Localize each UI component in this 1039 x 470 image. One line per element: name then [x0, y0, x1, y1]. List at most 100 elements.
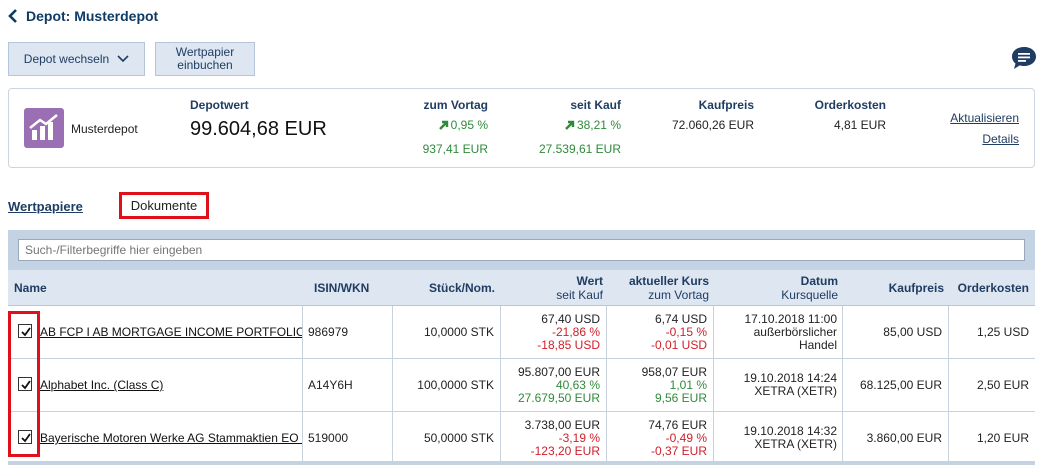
vortag-abs: 937,41 EUR [422, 142, 488, 156]
security-name-link[interactable]: Alphabet Inc. (Class C) [40, 378, 164, 392]
depotwert-value: 99.604,68 EUR [190, 118, 327, 140]
datum-cell: 19.10.2018 14:32 XETRA (XETR) [714, 412, 843, 464]
depot-switch-label: Depot wechseln [23, 52, 110, 66]
kursquelle-value: XETRA (XETR) [754, 384, 837, 398]
wert-abs: 27.679,50 EUR [517, 390, 600, 405]
col-name[interactable]: Name [14, 281, 47, 295]
checkmark-icon [21, 380, 31, 390]
chevron-left-icon [8, 9, 17, 23]
table-row: Bayerische Motoren Werke AG Stammaktien … [8, 412, 1035, 465]
col-stueck[interactable]: Stück/Nom. [428, 281, 495, 295]
col-datum-label: Datum [800, 274, 838, 288]
col-kaufpreis[interactable]: Kaufpreis [888, 281, 944, 295]
isin-cell: 519000 [303, 412, 393, 464]
book-security-button[interactable]: Wertpapier einbuchen [155, 42, 255, 76]
col-datum[interactable]: Datum Kursquelle [728, 274, 838, 302]
arrow-up-right-icon [565, 120, 575, 130]
stueck-cell: 50,0000 STK [393, 412, 501, 464]
datum-value: 17.10.2018 11:00 [744, 311, 837, 326]
depot-logo-icon [24, 108, 64, 148]
wert-value: 67,40 USD [541, 311, 600, 326]
kurs-cell: 74,76 EUR -0,49 % -0,37 EUR [607, 412, 714, 464]
kurs-pct: -0,49 % [665, 430, 707, 445]
kaufpreis-cell: 68.125,00 EUR [843, 359, 949, 411]
depot-switch-button[interactable]: Depot wechseln [8, 42, 145, 76]
vortag-pct: 0,95 % [388, 118, 488, 132]
row-checkbox[interactable] [18, 377, 32, 391]
page-title: Depot: Musterdepot [26, 8, 159, 24]
vortag-pct-value: 0,95 % [450, 118, 488, 132]
kurs-value: 74,76 EUR [648, 417, 707, 432]
col-wert[interactable]: Wert seit Kauf [502, 274, 603, 302]
security-name-link[interactable]: AB FCP I AB MORTGAGE INCOME PORTFOLIO [40, 325, 302, 339]
col-kurs[interactable]: aktueller Kurs zum Vortag [608, 274, 709, 302]
col-wert-sub: seit Kauf [556, 288, 603, 302]
orderkosten-cell: 1,20 EUR [976, 430, 1029, 445]
tab-documents-label: Dokumente [130, 198, 198, 213]
details-link[interactable]: Details [982, 132, 1019, 146]
kurs-value: 6,74 USD [654, 311, 707, 326]
kurs-pct: 1,01 % [669, 377, 707, 392]
security-name-link[interactable]: Bayerische Motoren Werke AG Stammaktien … [40, 431, 302, 445]
seitkauf-pct-value: 38,21 % [576, 118, 621, 132]
tab-documents[interactable]: Dokumente [119, 192, 209, 219]
wert-value: 3.738,00 EUR [524, 417, 600, 432]
kurs-cell: 958,07 EUR 1,01 % 9,56 EUR [607, 359, 714, 411]
wert-pct: -21,86 % [551, 324, 600, 339]
chat-icon[interactable] [1011, 46, 1037, 70]
wert-pct: -3,19 % [558, 430, 600, 445]
seitkauf-label: seit Kauf [570, 98, 621, 112]
stueck-cell: 100,0000 STK [393, 359, 501, 411]
datum-value: 19.10.2018 14:32 [743, 424, 837, 438]
isin-cell: A14Y6H [303, 359, 393, 411]
depot-name: Musterdepot [71, 122, 138, 136]
seitkauf-abs: 27.539,61 EUR [538, 142, 621, 156]
orderkosten-value: 4,81 EUR [833, 118, 886, 132]
refresh-link[interactable]: Aktualisieren [950, 111, 1019, 125]
checkmark-icon [21, 433, 31, 443]
chevron-down-icon [117, 55, 129, 63]
col-wert-label: Wert [576, 274, 603, 288]
row-checkbox[interactable] [18, 324, 32, 338]
book-security-label-line1: Wertpapier [175, 45, 235, 59]
wert-cell: 67,40 USD -21,86 % -18,85 USD [501, 306, 607, 358]
datum-cell: 19.10.2018 14:24 XETRA (XETR) [714, 359, 843, 411]
table-row: Alphabet Inc. (Class C) A14Y6H 100,0000 … [8, 359, 1035, 412]
isin-cell: 986979 [303, 306, 393, 358]
table-header: Name ISIN/WKN Stück/Nom. Wert seit Kauf … [8, 270, 1035, 306]
vortag-label: zum Vortag [423, 98, 488, 112]
tab-securities[interactable]: Wertpapiere [8, 199, 83, 214]
table-bottom-border [8, 461, 1035, 464]
arrow-up-right-icon [438, 120, 448, 130]
kaufpreis-cell: 85,00 USD [843, 306, 949, 358]
kurs-value: 958,07 EUR [641, 364, 707, 379]
kaufpreis-label: Kaufpreis [698, 98, 754, 112]
kaufpreis-value: 72.060,26 EUR [671, 118, 754, 132]
kurs-abs: 9,56 EUR [654, 390, 707, 405]
wert-value: 95.807,00 EUR [517, 364, 600, 379]
col-kurs-label: aktueller Kurs [628, 274, 709, 288]
datum-cell: 17.10.2018 11:00 außerbörslicher Handel [714, 306, 843, 358]
wert-pct: 40,63 % [555, 377, 600, 392]
depot-summary-card [8, 88, 1035, 168]
kurs-abs: -0,37 EUR [650, 443, 707, 458]
seitkauf-pct: 38,21 % [520, 118, 621, 132]
kursquelle-value: außerbörslicher Handel [753, 324, 837, 352]
col-datum-sub: Kursquelle [781, 288, 838, 302]
name-cell [8, 306, 303, 358]
book-security-label-line2: einbuchen [177, 58, 233, 72]
kurs-abs: -0,01 USD [650, 337, 707, 352]
kaufpreis-cell: 3.860,00 EUR [843, 412, 949, 464]
col-isin[interactable]: ISIN/WKN [314, 281, 370, 295]
checkmark-icon [21, 327, 31, 337]
wert-cell: 3.738,00 EUR -3,19 % -123,20 EUR [501, 412, 607, 464]
row-checkbox[interactable] [18, 430, 32, 444]
filter-input[interactable] [18, 239, 1025, 261]
orderkosten-cell: 1,25 USD [976, 324, 1029, 339]
wert-abs: -123,20 EUR [530, 443, 600, 458]
kurs-pct: -0,15 % [665, 324, 707, 339]
kursquelle-value: XETRA (XETR) [754, 437, 837, 451]
orderkosten-label: Orderkosten [814, 98, 886, 112]
col-orderkosten[interactable]: Orderkosten [957, 281, 1029, 295]
back-link[interactable]: Depot: Musterdepot [8, 6, 158, 26]
